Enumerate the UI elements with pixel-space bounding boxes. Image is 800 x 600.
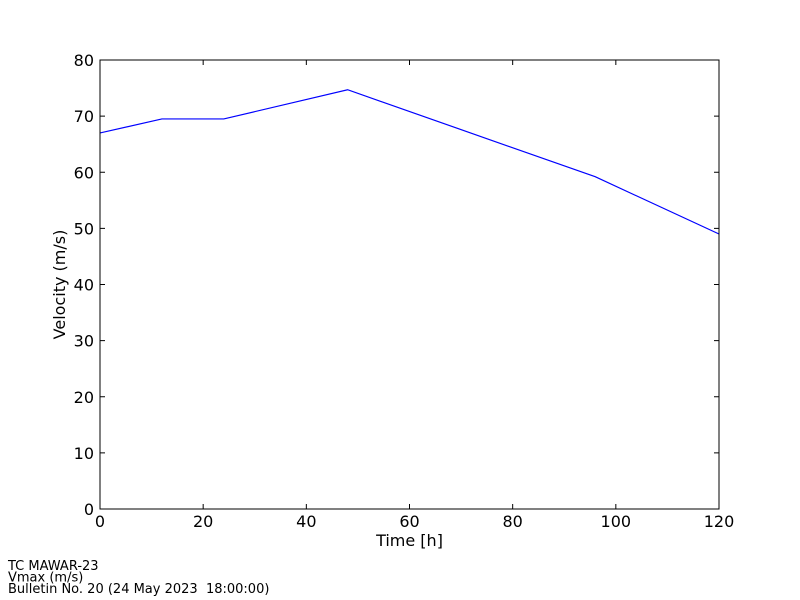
y-tick-label: 0 bbox=[84, 500, 94, 519]
y-tick-label: 80 bbox=[74, 51, 94, 70]
y-axis-label: Velocity (m/s) bbox=[50, 230, 69, 340]
data-line bbox=[100, 89, 719, 235]
x-axis-label: Time [h] bbox=[375, 531, 443, 550]
footer-note: Bulletin No. 20 (24 May 2023 18:00:00) bbox=[8, 582, 269, 597]
x-tick-label: 20 bbox=[193, 512, 213, 531]
x-tick-label: 0 bbox=[95, 512, 105, 531]
y-tick-label: 60 bbox=[74, 163, 94, 182]
x-tick-label: 60 bbox=[399, 512, 419, 531]
footer-note: Vmax (m/s) bbox=[8, 571, 83, 586]
x-tick-label: 100 bbox=[601, 512, 632, 531]
y-tick-label: 50 bbox=[74, 219, 94, 238]
x-tick-label: 40 bbox=[296, 512, 316, 531]
y-tick-label: 20 bbox=[74, 388, 94, 407]
x-tick-label: 120 bbox=[704, 512, 735, 531]
y-tick-label: 70 bbox=[74, 107, 94, 126]
footer-note: TC MAWAR-23 bbox=[7, 559, 99, 574]
y-tick-label: 30 bbox=[74, 332, 94, 351]
y-tick-label: 40 bbox=[74, 276, 94, 295]
plot-frame bbox=[99, 59, 720, 510]
y-tick-label: 10 bbox=[74, 444, 94, 463]
x-tick-label: 80 bbox=[502, 512, 522, 531]
